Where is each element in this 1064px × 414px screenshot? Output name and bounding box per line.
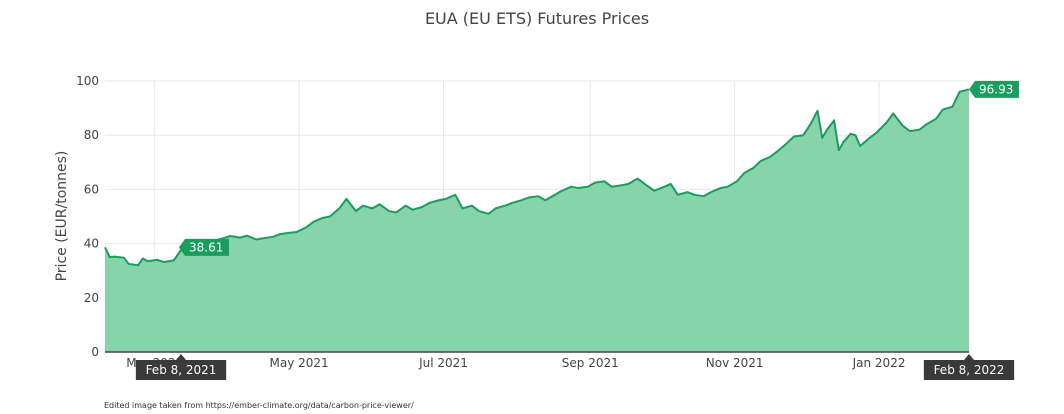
y-tick-label: 40 <box>84 237 99 251</box>
date-badge-box <box>923 360 1015 380</box>
date-badge-label: Feb 8, 2021 <box>146 363 217 377</box>
price-area-fill <box>105 89 969 352</box>
y-tick-label: 20 <box>84 291 99 305</box>
date-badge-pointer <box>176 354 186 360</box>
date-badge-box <box>135 360 227 380</box>
x-tick-label: May 2021 <box>270 356 329 370</box>
chart-title: EUA (EU ETS) Futures Prices <box>425 9 649 28</box>
y-axis-label: Price (EUR/tonnes) <box>54 151 70 282</box>
footer-note: Edited image taken from https://ember-cl… <box>104 401 414 410</box>
annotation-layer: 38.61 Feb 8, 2021 96.93 Feb 8, 2022 <box>135 80 1019 380</box>
y-tick-label: 0 <box>91 345 99 359</box>
x-tick-label: Sep 2021 <box>562 356 619 370</box>
value-callout-label: 96.93 <box>979 82 1013 96</box>
x-tick-label: Nov 2021 <box>706 356 764 370</box>
date-badge-pointer <box>964 354 974 360</box>
y-tick-label: 60 <box>84 182 99 196</box>
y-tick-label: 100 <box>76 74 99 88</box>
date-badge-label: Feb 8, 2022 <box>934 363 1005 377</box>
y-tick-label: 80 <box>84 128 99 142</box>
price-series-line <box>104 88 970 267</box>
value-callout-box <box>969 80 1019 98</box>
area-layer <box>104 88 970 352</box>
value-callout-box <box>179 238 229 256</box>
x-tick-label: Jan 2022 <box>852 356 906 370</box>
x-tick-label: Jul 2021 <box>418 356 468 370</box>
value-callout-label: 38.61 <box>189 240 223 254</box>
